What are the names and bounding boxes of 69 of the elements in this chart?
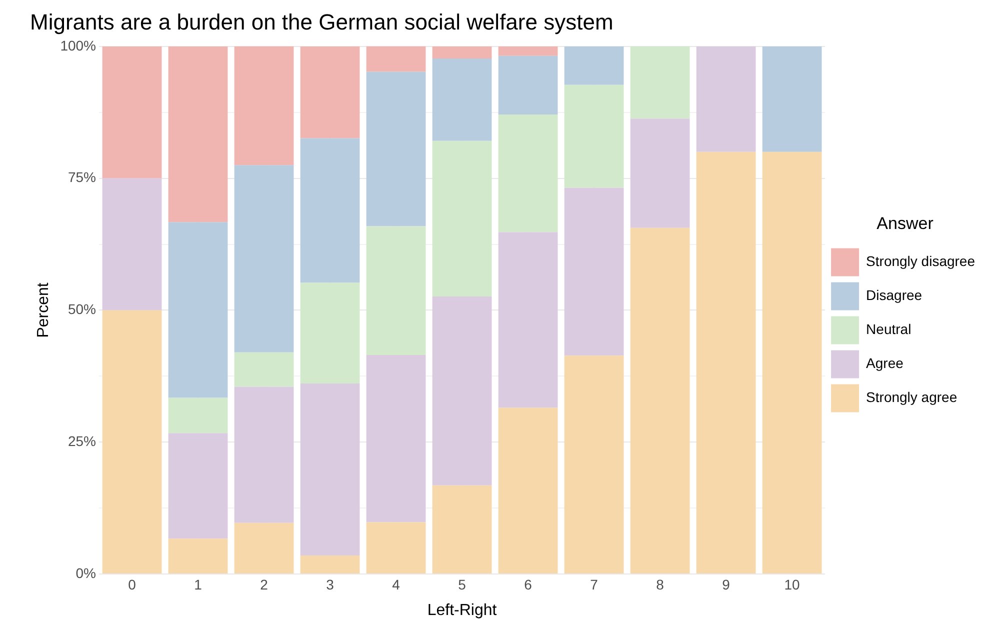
bar: [432, 485, 492, 574]
x-tick-label: 8: [656, 576, 664, 592]
bar: [366, 72, 426, 226]
bar: [498, 114, 558, 232]
bar: [564, 188, 624, 356]
bar: [168, 398, 228, 434]
bar: [498, 56, 558, 114]
bar: [432, 140, 492, 296]
x-tick-label: 2: [260, 576, 268, 592]
y-tick-label: 75%: [68, 169, 96, 186]
bar: [366, 522, 426, 574]
legend-title: Answer: [876, 214, 934, 233]
bar: [168, 433, 228, 539]
chart-title: Migrants are a burden on the German social welfare system: [30, 9, 614, 34]
legend-label: Agree: [866, 355, 904, 372]
bar: [498, 408, 558, 574]
bar: [630, 46, 690, 119]
y-tick-label: 25%: [68, 432, 96, 449]
y-tick-label: 100%: [60, 37, 96, 54]
bar: [498, 46, 558, 56]
bar: [102, 178, 162, 310]
x-tick-label: 6: [524, 576, 532, 592]
x-axis-title: Left-Right: [427, 602, 498, 619]
bar: [432, 58, 492, 141]
y-axis-title: Percent: [35, 282, 52, 338]
bar: [696, 46, 756, 152]
x-tick-label: 7: [590, 576, 598, 592]
legend-label: Strongly agree: [866, 389, 958, 406]
bar: [234, 522, 294, 574]
bar: [432, 296, 492, 486]
bar: [168, 46, 228, 222]
bar: [762, 46, 822, 152]
bar: [102, 46, 162, 178]
x-tick-label: 10: [784, 576, 800, 592]
bar: [168, 222, 228, 398]
bar: [432, 46, 492, 59]
x-tick-label: 1: [194, 576, 202, 592]
bar: [564, 84, 624, 188]
legend-label: Neutral: [866, 321, 912, 338]
bar: [630, 228, 690, 574]
bar: [564, 46, 624, 85]
bar: [234, 352, 294, 387]
bar: [366, 46, 426, 72]
y-tick-label: 50%: [68, 301, 96, 318]
bar: [234, 386, 294, 523]
bar: [564, 356, 624, 574]
legend-label: Strongly disagree: [866, 253, 976, 270]
bar: [168, 538, 228, 574]
legend-label: Disagree: [866, 287, 922, 304]
bar: [762, 152, 822, 574]
bar: [630, 118, 690, 228]
x-tick-label: 0: [128, 576, 136, 592]
y-tick-label: 0%: [76, 564, 96, 581]
bar: [300, 556, 360, 574]
x-tick-label: 3: [326, 576, 334, 592]
bar: [102, 310, 162, 574]
bar: [300, 384, 360, 556]
bar: [498, 232, 558, 408]
bar: [300, 46, 360, 138]
bar: [234, 46, 294, 166]
bar: [366, 355, 426, 522]
bar: [234, 165, 294, 352]
bar: [300, 282, 360, 384]
bar: [300, 138, 360, 283]
bar: [696, 152, 756, 574]
bar: [366, 226, 426, 356]
x-tick-label: 4: [392, 576, 400, 592]
x-tick-label: 9: [722, 576, 730, 592]
x-tick-label: 5: [458, 576, 466, 592]
